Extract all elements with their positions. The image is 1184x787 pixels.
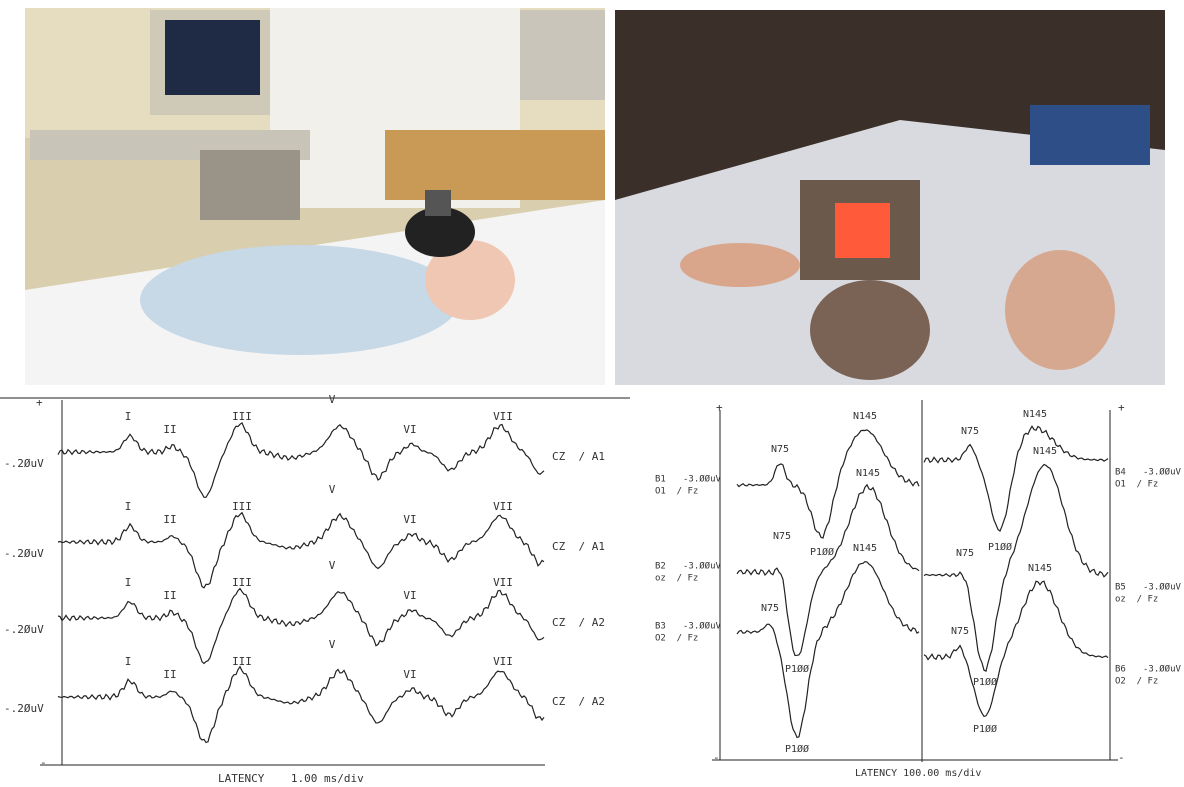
vep-trace	[737, 562, 919, 738]
peak-label: V	[329, 483, 336, 496]
abr-trace	[58, 667, 544, 743]
amplitude-label: -3.ØØuV	[683, 621, 722, 632]
peak-label: VII	[493, 576, 513, 589]
peak-label: N145	[853, 411, 877, 422]
peak-label: VI	[403, 513, 416, 526]
vep-trace	[737, 430, 919, 538]
peak-label: II	[163, 513, 176, 526]
page: {"abr_plot": {"plus": "+", "minus": "-",…	[0, 0, 1184, 787]
amplitude-label: -3.ØØuV	[1143, 664, 1182, 675]
figure: + - LATENCY 1.00 ms/div + + - - LATENCY …	[0, 0, 1184, 787]
channel-label: O1 / Fz	[1115, 480, 1158, 490]
trace-id: B5	[1115, 583, 1126, 593]
peak-label: III	[232, 500, 252, 513]
amplitude-label: -.2ØuV	[4, 623, 44, 636]
trace-id: B6	[1115, 665, 1126, 675]
channel-label: O1 / Fz	[655, 487, 698, 497]
peak-label: III	[232, 410, 252, 423]
peak-label: II	[163, 668, 176, 681]
plus-sign: +	[716, 401, 723, 414]
amplitude-label: -.2ØuV	[4, 547, 44, 560]
channel-label: CZ / A1	[552, 450, 605, 463]
channel-label: O2 / Fz	[1115, 677, 1158, 687]
peak-label: N75	[771, 444, 789, 455]
latency-label: LATENCY 1.00 ms/div	[218, 772, 364, 785]
peak-label: I	[125, 655, 132, 668]
peak-label: N145	[1033, 446, 1057, 457]
channel-label: CZ / A1	[552, 540, 605, 553]
channel-label: O2 / Fz	[655, 634, 698, 644]
peak-label: I	[125, 410, 132, 423]
latency-label: LATENCY 100.00 ms/div	[855, 768, 981, 779]
trace-id: B4	[1115, 468, 1126, 478]
trace-id: B3	[655, 622, 666, 632]
peak-label: N145	[853, 543, 877, 554]
vep-trace	[924, 426, 1108, 531]
peak-label: P1ØØ	[973, 676, 997, 688]
peak-label: V	[329, 559, 336, 572]
plus-sign: +	[36, 396, 43, 409]
amplitude-label: -.2ØuV	[4, 457, 44, 470]
peak-label: VI	[403, 668, 416, 681]
vep-trace	[924, 581, 1108, 716]
channel-label: oz / Fz	[1115, 595, 1158, 605]
peak-label: VII	[493, 500, 513, 513]
peak-label: II	[163, 423, 176, 436]
trace-id: B2	[655, 562, 666, 572]
peak-label: P1ØØ	[988, 541, 1012, 553]
peak-label: P1ØØ	[785, 743, 809, 755]
channel-label: CZ / A2	[552, 616, 605, 629]
minus-sign: -	[40, 756, 47, 769]
peak-label: III	[232, 655, 252, 668]
amplitude-label: -3.ØØuV	[683, 561, 722, 572]
peak-label: N145	[856, 468, 880, 479]
vep-trace	[924, 465, 1108, 672]
peak-label: N75	[961, 426, 979, 437]
minus-sign: -	[1118, 751, 1125, 764]
abr-trace	[58, 423, 544, 497]
channel-label: CZ / A2	[552, 695, 605, 708]
peak-label: I	[125, 576, 132, 589]
peak-label: P1ØØ	[810, 546, 834, 558]
peak-label: VI	[403, 589, 416, 602]
peak-label: V	[329, 638, 336, 651]
channel-label: oz / Fz	[655, 574, 698, 584]
peak-label: N75	[773, 531, 791, 542]
trace-id: B1	[655, 475, 666, 485]
photo-infant-abr	[25, 8, 605, 385]
minus-sign: -	[713, 751, 720, 764]
peak-label: III	[232, 576, 252, 589]
peak-label: N75	[956, 548, 974, 559]
peak-label: II	[163, 589, 176, 602]
peak-label: VII	[493, 655, 513, 668]
abr-trace	[58, 589, 544, 664]
peak-label: VII	[493, 410, 513, 423]
vep-trace	[737, 485, 919, 656]
peak-label: N145	[1028, 563, 1052, 574]
amplitude-label: -.2ØuV	[4, 702, 44, 715]
peak-label: N75	[761, 603, 779, 614]
amplitude-label: -3.ØØuV	[683, 474, 722, 485]
amplitude-label: -3.ØØuV	[1143, 582, 1182, 593]
plus-sign: +	[1118, 401, 1125, 414]
photo-infant-vep	[615, 10, 1165, 385]
peak-label: P1ØØ	[785, 663, 809, 675]
peak-label: N145	[1023, 409, 1047, 420]
peak-label: N75	[951, 626, 969, 637]
peak-label: V	[329, 393, 336, 406]
peak-label: I	[125, 500, 132, 513]
amplitude-label: -3.ØØuV	[1143, 467, 1182, 478]
peak-label: P1ØØ	[973, 723, 997, 735]
peak-label: VI	[403, 423, 416, 436]
